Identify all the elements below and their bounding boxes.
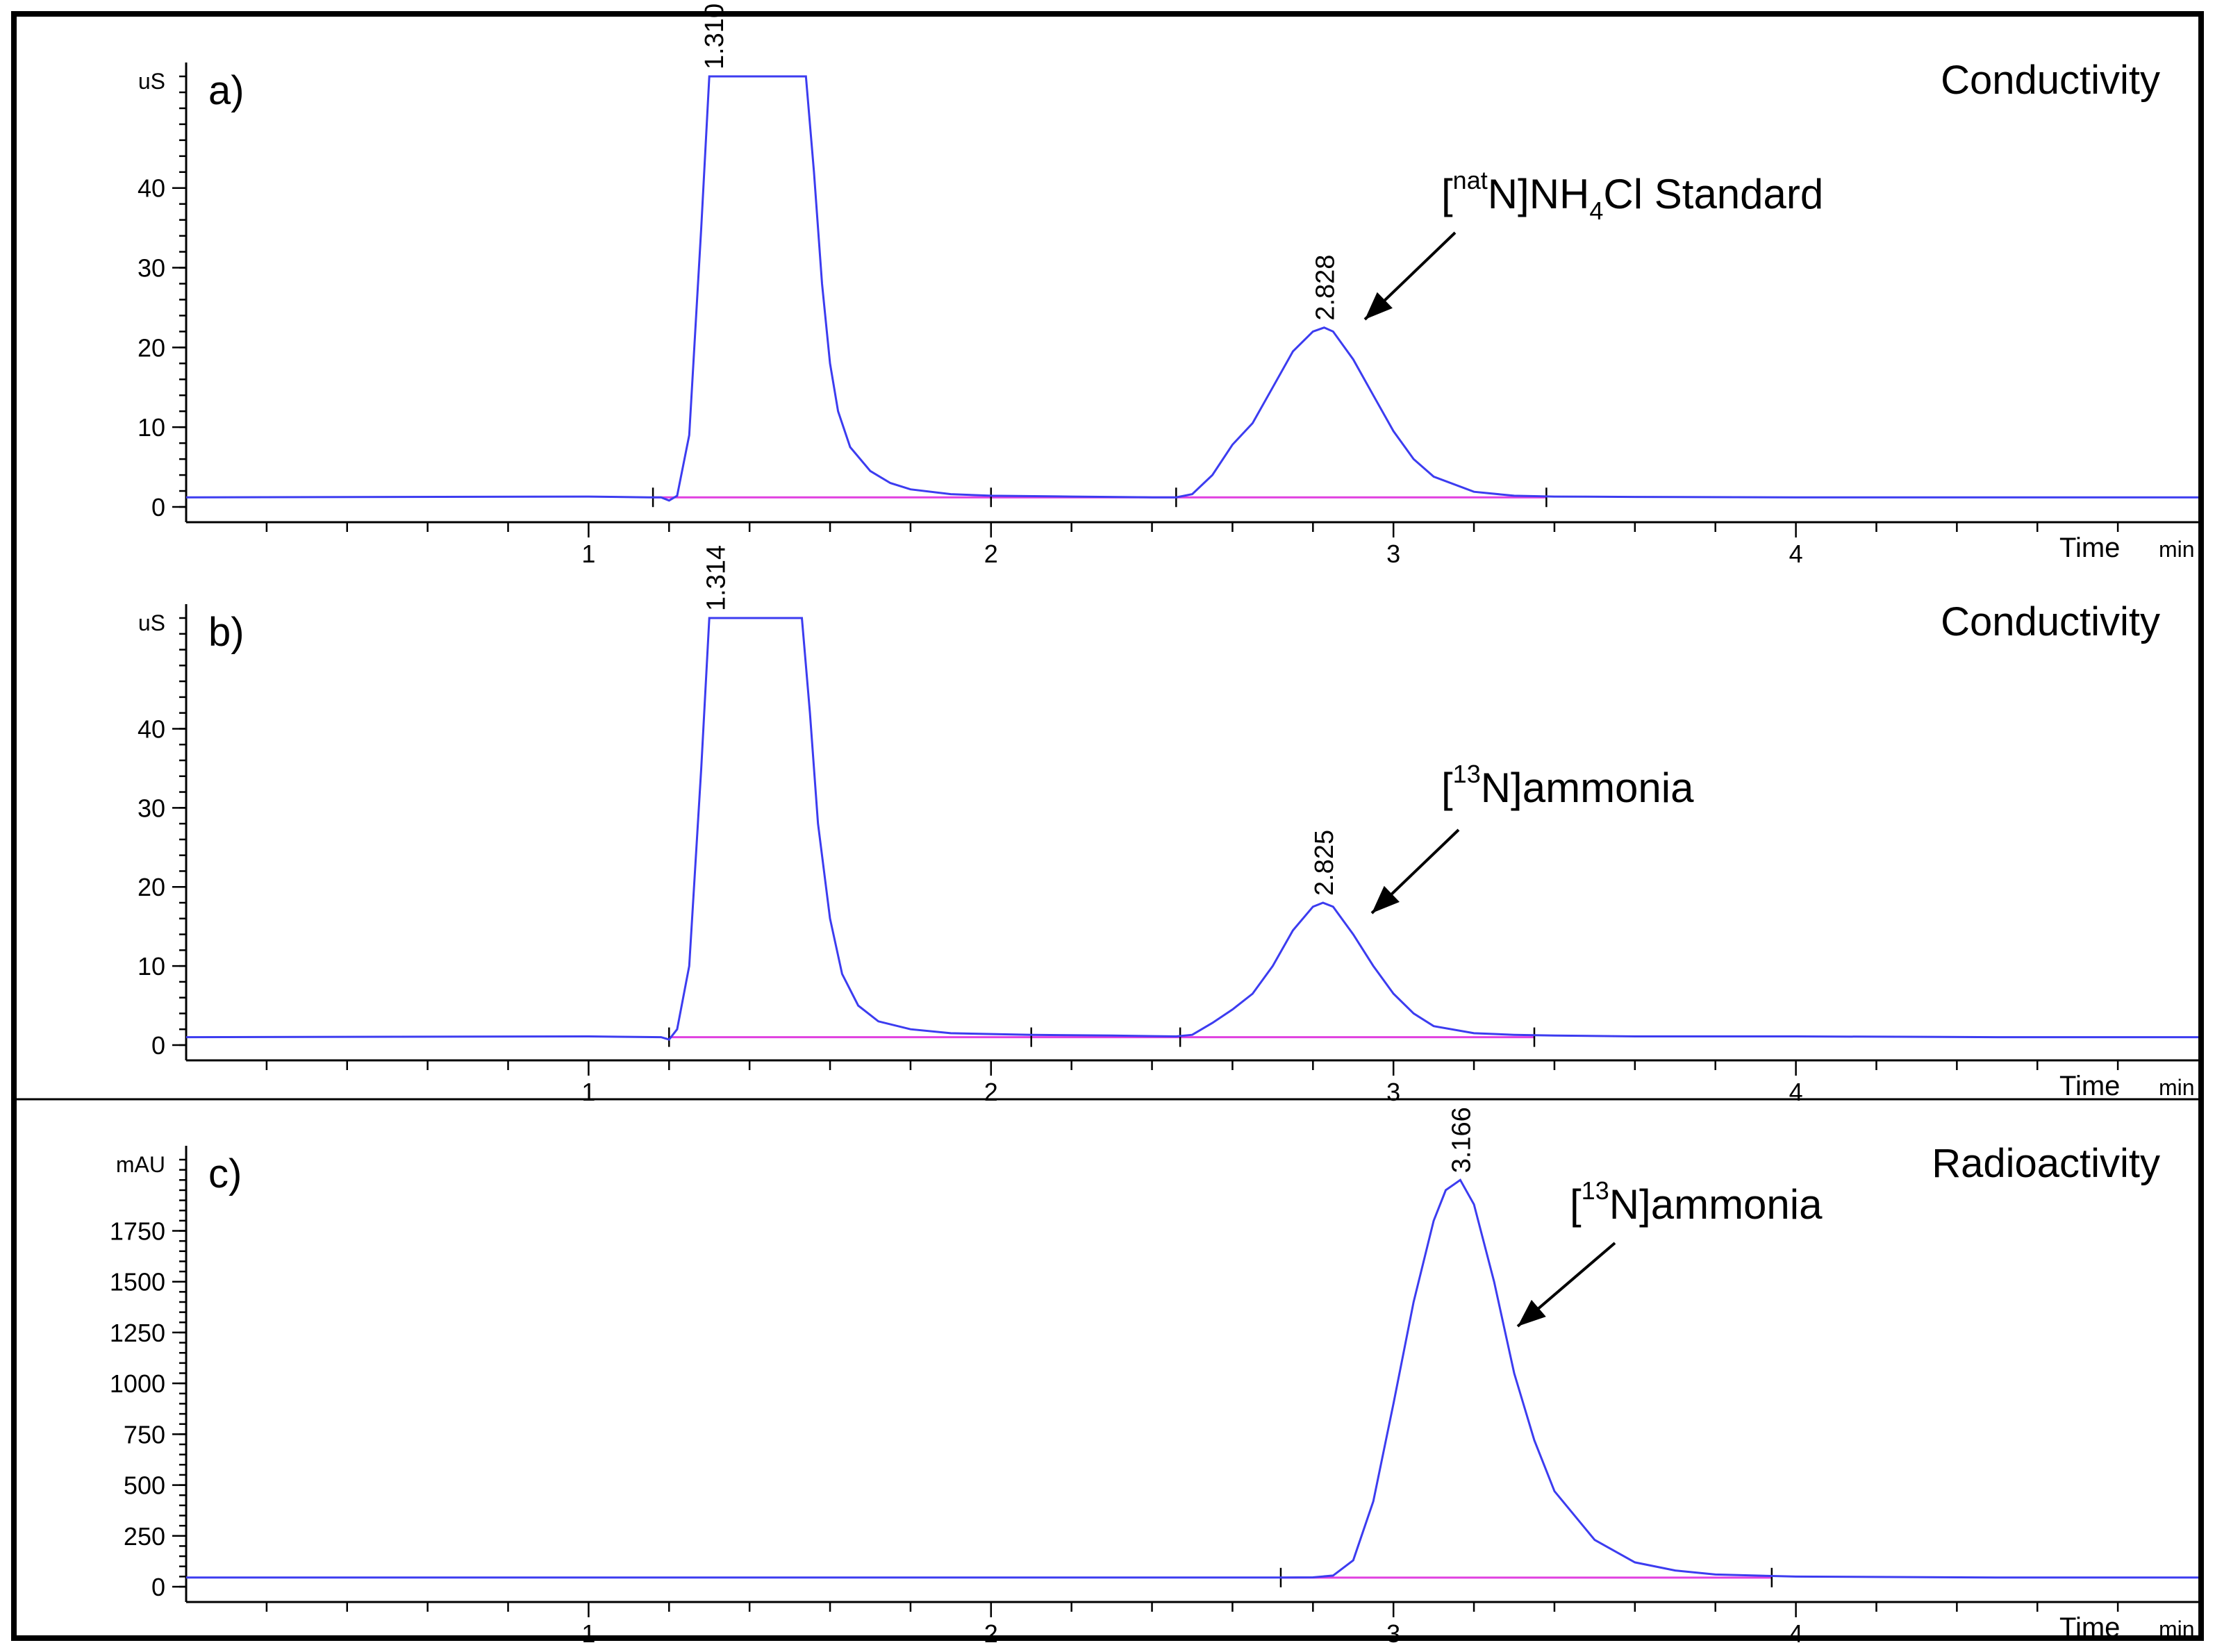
peak-label: 2.825	[1310, 830, 1339, 896]
panel-label: c)	[208, 1151, 242, 1196]
detector-label: Conductivity	[1941, 599, 2160, 644]
peak-annotation: [natN]NH4Cl Standard	[1441, 166, 1823, 225]
detector-label: Conductivity	[1941, 58, 2160, 103]
y-tick-label: 30	[138, 794, 165, 822]
x-tick-label: 1	[581, 1619, 595, 1648]
x-tick-label: 3	[1386, 540, 1400, 568]
x-tick-label: 2	[984, 540, 998, 568]
y-tick-label: 1500	[110, 1268, 165, 1296]
y-tick-label: 0	[151, 1031, 165, 1060]
y-tick-label: 1000	[110, 1369, 165, 1398]
x-axis-title: Time	[2059, 1612, 2120, 1643]
y-tick-label: 1750	[110, 1217, 165, 1246]
panel-label: b)	[208, 610, 244, 655]
arrowhead	[1372, 885, 1400, 913]
y-tick-label: 0	[151, 493, 165, 522]
x-tick-label: 1	[581, 1078, 595, 1106]
peak-annotation: [13N]ammonia	[1441, 760, 1694, 811]
x-tick-label: 3	[1386, 1078, 1400, 1106]
y-tick-label: 30	[138, 254, 165, 283]
y-tick-label: 40	[138, 174, 165, 203]
x-tick-label: 2	[984, 1619, 998, 1648]
x-axis-unit: min	[2159, 1617, 2195, 1642]
y-tick-label: 20	[138, 873, 165, 901]
y-tick-label: 10	[138, 413, 165, 442]
y-tick-label: 10	[138, 952, 165, 981]
y-unit-label: uS	[138, 610, 165, 635]
peak-label: 1.314	[702, 545, 731, 611]
arrowhead	[1365, 292, 1393, 319]
y-tick-label: 40	[138, 715, 165, 743]
x-axis-unit: min	[2159, 1075, 2195, 1100]
x-tick-label: 3	[1386, 1619, 1400, 1648]
x-tick-label: 4	[1789, 1619, 1803, 1648]
detector-label: Radioactivity	[1932, 1141, 2160, 1186]
y-unit-label: mAU	[116, 1152, 165, 1177]
y-tick-label: 20	[138, 333, 165, 362]
peak-annotation: [13N]ammonia	[1570, 1176, 1823, 1228]
chromatogram-trace	[185, 75, 2198, 502]
arrowhead	[1518, 1299, 1546, 1326]
x-axis-title: Time	[2059, 1071, 2120, 1101]
y-unit-label: uS	[138, 69, 165, 94]
x-tick-label: 4	[1789, 540, 1803, 568]
figure-frame	[11, 11, 2204, 1641]
y-tick-label: 1250	[110, 1319, 165, 1347]
x-tick-label: 2	[984, 1078, 998, 1106]
peak-label: 3.166	[1447, 1107, 1476, 1173]
chromatogram-trace	[186, 1178, 2198, 1579]
y-tick-label: 0	[151, 1573, 165, 1601]
y-tick-label: 250	[124, 1522, 165, 1551]
x-tick-label: 4	[1789, 1078, 1803, 1106]
chromatogram-trace	[185, 617, 2198, 1041]
x-tick-label: 1	[581, 540, 595, 568]
y-tick-label: 750	[124, 1420, 165, 1449]
x-axis-unit: min	[2159, 537, 2195, 562]
panel-label: a)	[208, 68, 244, 113]
peak-label: 2.828	[1311, 255, 1341, 321]
x-axis-title: Time	[2059, 533, 2120, 563]
chart-panel-3: 1 2 3 4 0 250 500 750 1000 1250 1500 1750 mAU Time min…	[110, 1107, 2198, 1648]
y-tick-label: 500	[124, 1471, 165, 1500]
peak-label: 1.310	[700, 3, 729, 69]
